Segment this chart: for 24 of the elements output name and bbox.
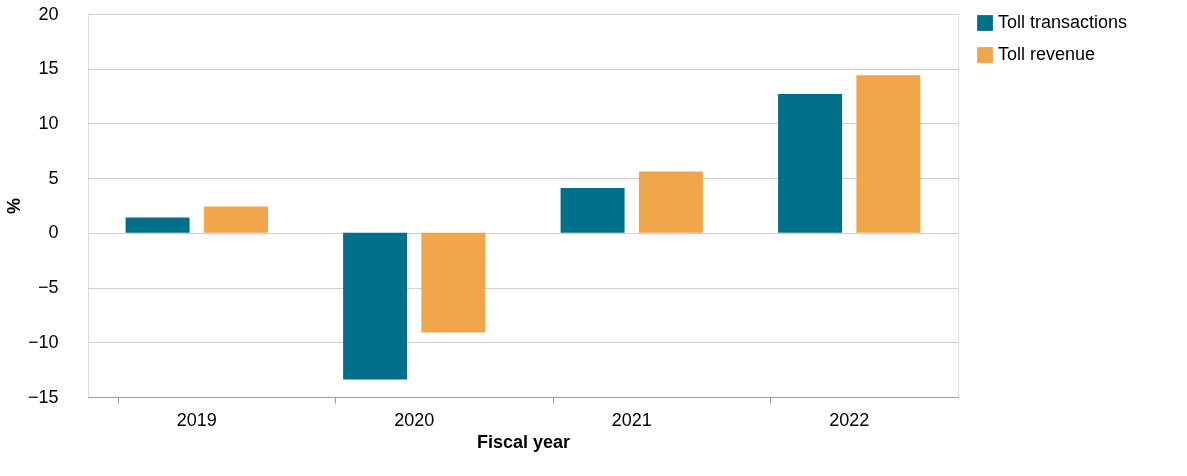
y-tick-label: 20 [38,3,59,24]
bar [421,232,486,333]
y-tick-label: −10 [27,331,59,352]
bar [856,75,921,233]
bar [560,187,625,233]
x-tick-label: 2020 [394,409,435,430]
bar [203,206,268,233]
bar [638,171,703,233]
y-tick-label: 10 [38,112,59,133]
x-tick-label: 2019 [176,409,217,430]
legend-label: Toll revenue [998,44,1096,64]
x-tick-label: 2021 [611,409,652,430]
x-tick-label: 2022 [829,409,870,430]
y-tick-label: 15 [38,58,59,79]
y-axis-title: % [3,197,24,215]
legend-label: Toll transactions [998,12,1128,32]
bar [125,217,190,233]
y-tick-label: 5 [48,167,59,188]
bar [778,93,843,233]
x-axis-title: Fiscal year [476,431,571,452]
y-tick-label: 0 [48,222,59,243]
y-tick-label: −15 [27,386,59,407]
bar [343,232,408,380]
y-tick-label: −5 [37,277,59,298]
